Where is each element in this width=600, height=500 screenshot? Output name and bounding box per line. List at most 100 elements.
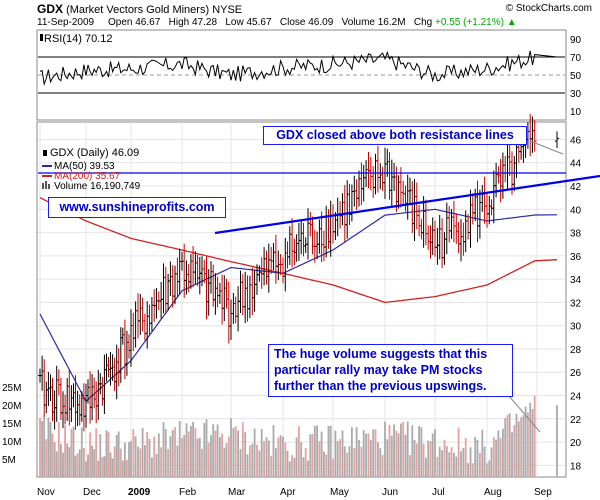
volume-bar bbox=[479, 452, 481, 477]
bottom-callout-line-2: particular rally may take PM stocks bbox=[274, 363, 483, 377]
volume-bar bbox=[311, 434, 314, 477]
volume-bar bbox=[103, 456, 106, 477]
price-tick-label: 22 bbox=[570, 415, 582, 426]
volume-bar bbox=[316, 425, 318, 477]
volume-bar bbox=[134, 436, 137, 477]
price-legend: GDX (Daily) 46.09 MA(50) 39.53 MA(200) 3… bbox=[42, 147, 141, 192]
legend-gdx-swatch bbox=[43, 150, 47, 156]
volume-bar bbox=[502, 428, 504, 477]
volume-bar bbox=[307, 460, 309, 477]
volume-bar bbox=[160, 447, 162, 477]
volume-bar bbox=[427, 440, 430, 477]
quote-line: 11-Sep-2009 Open 46.67 High 47.28 Low 45… bbox=[37, 17, 517, 28]
legend-gdx: GDX (Daily) 46.09 bbox=[50, 147, 139, 159]
volume-bar bbox=[43, 415, 46, 477]
volume-bar bbox=[320, 431, 323, 477]
volume-bar bbox=[128, 442, 130, 477]
volume-bar bbox=[146, 432, 149, 477]
volume-bar bbox=[497, 430, 500, 477]
volume-bar bbox=[513, 425, 516, 477]
volume-bar bbox=[284, 442, 287, 477]
x-axis-label: Feb bbox=[179, 487, 197, 498]
volume-bar bbox=[181, 438, 183, 477]
open-value: 46.67 bbox=[135, 17, 161, 28]
volume-bar bbox=[121, 460, 124, 477]
x-axis-label: May bbox=[330, 487, 349, 498]
volume-bar bbox=[192, 421, 194, 477]
volume-bar bbox=[109, 452, 112, 477]
volume-bar bbox=[39, 418, 41, 477]
chart-header: GDX (Market Vectors Gold Miners) NYSE bbox=[37, 2, 242, 16]
x-axis-label: 2009 bbox=[128, 487, 151, 498]
volume-bar bbox=[99, 434, 102, 477]
volume-bar bbox=[89, 432, 91, 477]
volume-bar bbox=[174, 427, 176, 477]
volume-bar bbox=[80, 427, 83, 477]
volume-bar bbox=[227, 436, 230, 477]
x-axis-label: Jul bbox=[432, 487, 445, 498]
volume-bar bbox=[223, 447, 226, 477]
volume-bar bbox=[148, 439, 151, 477]
volume-bar bbox=[379, 448, 382, 477]
price-tick-label: 26 bbox=[570, 368, 582, 379]
volume-bar bbox=[429, 441, 432, 477]
volume-bar bbox=[332, 458, 334, 477]
bottom-callout-line-3: further than the previous upswings. bbox=[274, 379, 487, 393]
volume-bar bbox=[531, 409, 534, 477]
close-label: Close bbox=[279, 17, 306, 28]
volume-bar bbox=[381, 455, 384, 477]
volume-bar bbox=[49, 422, 52, 477]
volume-bar bbox=[64, 425, 66, 477]
volume-bar bbox=[492, 437, 495, 477]
volume-bar bbox=[506, 415, 509, 477]
volume-bar bbox=[93, 449, 96, 477]
volume-bar bbox=[198, 437, 201, 477]
volume-bar bbox=[70, 428, 73, 477]
volume-bar bbox=[395, 430, 398, 477]
volume-bar bbox=[334, 430, 337, 477]
volume-bar bbox=[253, 428, 256, 477]
volume-bar bbox=[205, 419, 208, 477]
price-tick-label: 42 bbox=[570, 182, 582, 193]
price-tick-label: 34 bbox=[570, 275, 582, 286]
volume-bar bbox=[95, 428, 98, 477]
volume-bar bbox=[527, 412, 529, 477]
rsi-legend: RSI(14) 70.12 bbox=[44, 33, 112, 45]
volume-label: Volume bbox=[341, 17, 375, 28]
volume-bar bbox=[384, 421, 386, 477]
volume-bar bbox=[431, 433, 434, 477]
volume-bar bbox=[216, 424, 219, 477]
bottom-callout: The huge volume suggests that this parti… bbox=[268, 344, 513, 397]
volume-bar bbox=[151, 457, 153, 477]
volume-bar bbox=[329, 425, 332, 477]
volume-bar bbox=[286, 450, 289, 477]
volume-bar bbox=[107, 432, 110, 477]
volume-bar bbox=[336, 441, 339, 477]
volume-bar bbox=[101, 457, 104, 477]
legend-volume: Volume 16,190,749 bbox=[54, 181, 141, 192]
volume-bar bbox=[113, 446, 116, 477]
volume-bar bbox=[132, 429, 135, 477]
chg-value: +0.55 (+1.21%) bbox=[435, 17, 504, 28]
volume-bar bbox=[511, 432, 513, 477]
volume-bar bbox=[275, 448, 277, 477]
website-text: www.sunshineprofits.com bbox=[59, 200, 215, 214]
volume-bar bbox=[221, 433, 223, 477]
volume-bar bbox=[282, 436, 284, 477]
volume-bar bbox=[157, 433, 160, 477]
volume-bar bbox=[196, 438, 199, 477]
volume-bar bbox=[556, 405, 558, 477]
volume-bar bbox=[244, 432, 247, 477]
volume-tick-label: 15M bbox=[2, 419, 21, 430]
rsi-tick-label: 10 bbox=[570, 107, 582, 118]
volume-bar bbox=[411, 425, 414, 477]
rsi-tick-label: 70 bbox=[570, 53, 582, 64]
volume-bar bbox=[230, 418, 232, 477]
high-label: High bbox=[168, 17, 190, 28]
volume-bar bbox=[483, 446, 486, 477]
volume-bar bbox=[239, 449, 242, 477]
volume-bar bbox=[295, 437, 298, 477]
x-axis-label: Dec bbox=[83, 487, 101, 498]
volume-bar bbox=[190, 426, 192, 477]
